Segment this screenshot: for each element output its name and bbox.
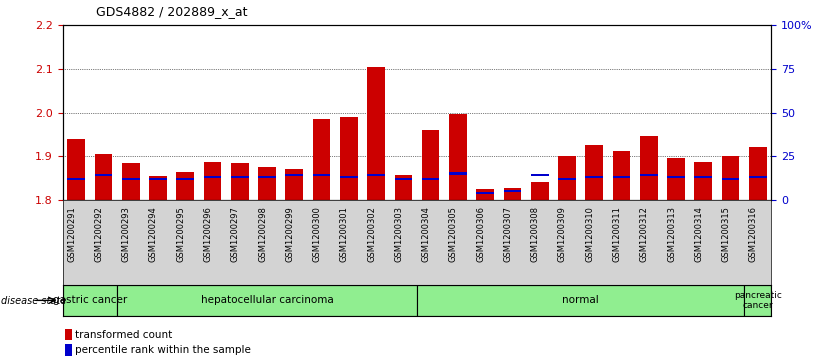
Bar [530,174,549,176]
Bar [558,156,575,200]
Text: GSM1200314: GSM1200314 [694,207,703,262]
Bar [122,163,139,200]
Text: GSM1200294: GSM1200294 [149,207,158,262]
Bar [394,178,412,180]
Bar [367,67,385,200]
Bar [313,174,330,176]
Bar [721,178,740,180]
Bar [63,285,117,316]
Bar [504,190,521,192]
Text: GSM1200309: GSM1200309 [558,207,567,262]
Text: pancreatic
cancer: pancreatic cancer [734,291,781,310]
Text: GSM1200302: GSM1200302 [367,207,376,262]
Bar [259,176,276,178]
Text: GSM1200297: GSM1200297 [231,207,240,262]
Bar [176,172,194,200]
Bar [122,178,139,180]
Text: GSM1200308: GSM1200308 [530,207,540,262]
Bar [313,119,330,200]
Text: GSM1200304: GSM1200304 [422,207,430,262]
Bar [394,175,412,200]
Bar [285,169,304,200]
Bar [585,145,603,200]
Bar [667,158,685,200]
Bar [667,176,685,178]
Text: normal: normal [562,295,599,305]
Text: GSM1200316: GSM1200316 [749,207,758,262]
Bar [285,174,304,176]
Bar [149,176,167,200]
Bar [203,176,221,178]
Bar [340,176,358,178]
Bar [149,178,167,180]
Bar [422,130,440,200]
Bar [117,285,417,316]
Bar [695,162,712,200]
Text: GSM1200305: GSM1200305 [449,207,458,262]
Text: GSM1200291: GSM1200291 [68,207,76,262]
Bar [203,162,221,200]
Text: hepatocellular carcinoma: hepatocellular carcinoma [201,295,334,305]
Bar [259,167,276,200]
Bar [640,174,658,176]
Text: GSM1200299: GSM1200299 [285,207,294,262]
Bar [65,344,73,356]
Text: GSM1200307: GSM1200307 [504,207,512,262]
Text: GSM1200292: GSM1200292 [94,207,103,262]
Text: disease state: disease state [1,295,66,306]
Bar [231,163,249,200]
Bar [449,172,467,175]
Text: GSM1200295: GSM1200295 [176,207,185,262]
Bar [94,154,113,200]
Bar [422,178,440,180]
Bar [417,285,744,316]
Bar [613,176,631,178]
Bar [449,114,467,200]
Bar [476,189,494,200]
Bar [749,147,766,200]
Bar [68,178,85,180]
Bar [94,174,113,176]
Bar [530,182,549,200]
Bar [640,136,658,200]
Bar [476,192,494,194]
Text: GSM1200296: GSM1200296 [203,207,213,262]
Bar [613,151,631,200]
Text: GSM1200306: GSM1200306 [476,207,485,262]
Text: GSM1200313: GSM1200313 [667,207,676,262]
Text: GDS4882 / 202889_x_at: GDS4882 / 202889_x_at [96,5,248,18]
Text: GSM1200315: GSM1200315 [721,207,731,262]
Bar [68,139,85,200]
Bar [231,176,249,178]
Text: GSM1200312: GSM1200312 [640,207,649,262]
Bar [585,176,603,178]
Bar [749,176,766,178]
Bar [744,285,771,316]
Bar [340,117,358,200]
Bar [176,178,194,180]
Text: GSM1200311: GSM1200311 [612,207,621,262]
Text: GSM1200303: GSM1200303 [394,207,404,262]
Text: GSM1200301: GSM1200301 [339,207,349,262]
Text: GSM1200310: GSM1200310 [585,207,594,262]
Text: gastric cancer: gastric cancer [53,295,127,305]
Text: GSM1200300: GSM1200300 [313,207,322,262]
Bar [504,188,521,200]
Bar [721,156,740,200]
Text: GSM1200293: GSM1200293 [122,207,131,262]
Text: GSM1200298: GSM1200298 [258,207,267,262]
Bar [65,329,73,340]
Text: percentile rank within the sample: percentile rank within the sample [75,345,251,355]
Text: transformed count: transformed count [75,330,173,340]
Bar [558,178,575,180]
Bar [695,176,712,178]
Bar [367,174,385,176]
